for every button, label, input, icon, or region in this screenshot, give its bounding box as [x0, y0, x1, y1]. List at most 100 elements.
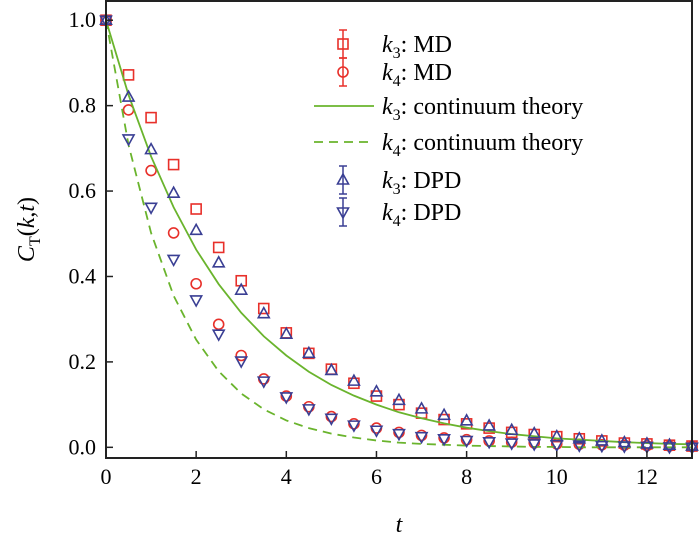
- data-point: [437, 433, 451, 447]
- data-point: [167, 227, 180, 239]
- x-tick-label: 4: [281, 464, 292, 489]
- x-axis-label: t: [396, 512, 404, 538]
- data-point: [121, 134, 136, 147]
- y-tick-label: 0.8: [69, 93, 97, 118]
- data-point: [617, 441, 632, 454]
- data-point: [505, 436, 518, 448]
- legend-entry: k3: continuum theory: [314, 94, 583, 124]
- data-point: [211, 329, 226, 342]
- data-point: [459, 413, 474, 426]
- data-point: [482, 436, 497, 450]
- data-point: [594, 440, 609, 454]
- data-point: [348, 418, 360, 430]
- data-point: [166, 185, 181, 198]
- legend-entry: k4: DPD: [336, 197, 461, 230]
- series-k4-dpd: [99, 15, 699, 455]
- legend-marker: [336, 172, 350, 185]
- data-point: [392, 428, 406, 442]
- data-point: [235, 349, 248, 362]
- x-tick-label: 2: [191, 464, 202, 489]
- data-point: [549, 439, 564, 453]
- legend-entry: k3: MD: [337, 29, 452, 62]
- legend-entry: k4: continuum theory: [314, 130, 583, 160]
- data-point: [393, 426, 405, 439]
- data-point: [414, 401, 429, 414]
- legend-entry: k4: MD: [337, 57, 452, 90]
- legend-marker: [337, 66, 349, 78]
- data-point: [190, 203, 202, 215]
- x-tick-label: 8: [461, 464, 472, 489]
- data-point: [212, 241, 225, 254]
- data-point: [460, 433, 473, 446]
- data-point: [144, 141, 158, 155]
- plot-frame: [105, 0, 693, 459]
- data-point: [303, 400, 315, 413]
- data-point: [348, 377, 360, 390]
- x-tick-label: 0: [101, 464, 112, 489]
- data-point: [145, 164, 157, 177]
- y-axis-label: CT(k,t): [14, 197, 44, 262]
- data-point: [166, 254, 181, 268]
- data-point: [505, 426, 518, 439]
- data-point: [256, 305, 271, 319]
- legend-label: k3: continuum theory: [382, 94, 583, 124]
- data-point: [190, 277, 202, 290]
- data-point: [324, 362, 339, 376]
- y-tick-label: 0.4: [69, 263, 97, 288]
- theory-curve: [105, 20, 692, 449]
- theory-curve: [105, 19, 693, 446]
- legend-label: k3: DPD: [382, 168, 461, 198]
- data-point: [234, 356, 249, 369]
- data-point: [257, 302, 270, 315]
- data-point: [369, 384, 384, 397]
- x-tick-label: 12: [636, 464, 658, 489]
- legend-marker: [337, 38, 349, 50]
- data-point: [504, 438, 519, 451]
- data-point: [279, 392, 294, 405]
- x-tick-label: 10: [546, 464, 568, 489]
- y-tick-label: 0.0: [69, 434, 97, 459]
- data-point: [257, 373, 270, 385]
- legend-entry: k3: DPD: [336, 165, 461, 198]
- data-point: [640, 441, 654, 455]
- legend-label: k4: MD: [382, 60, 452, 90]
- data-point: [504, 422, 519, 436]
- data-point: [482, 418, 497, 431]
- data-point: [347, 420, 361, 433]
- y-tick-label: 0.2: [69, 349, 97, 374]
- data-point: [572, 440, 587, 453]
- data-point: [279, 326, 294, 339]
- data-point: [189, 295, 204, 308]
- x-tick-label: 6: [371, 464, 382, 489]
- data-point: [301, 404, 316, 417]
- data-point: [347, 373, 361, 386]
- data-point: [414, 431, 429, 445]
- data-point: [212, 318, 225, 331]
- data-point: [256, 376, 271, 389]
- data-point: [663, 440, 676, 452]
- data-point: [572, 431, 587, 444]
- data-point: [594, 433, 609, 446]
- data-point: [437, 407, 451, 421]
- data-point: [527, 425, 542, 439]
- legend-label: k4: DPD: [382, 200, 461, 230]
- data-point: [662, 442, 677, 455]
- data-point: [527, 439, 542, 452]
- data-point: [145, 111, 157, 124]
- data-point: [211, 255, 226, 268]
- legend-marker: [336, 207, 350, 220]
- data-point: [415, 429, 428, 442]
- y-tick-label: 1.0: [69, 7, 97, 32]
- data-point: [392, 392, 406, 406]
- data-point: [280, 390, 293, 402]
- data-point: [144, 202, 158, 215]
- data-point: [459, 435, 474, 449]
- data-point: [324, 413, 339, 426]
- data-point: [438, 432, 450, 444]
- legend-label: k4: continuum theory: [382, 130, 583, 160]
- data-point: [370, 422, 383, 434]
- data-point: [122, 69, 135, 81]
- y-tick-label: 0.6: [69, 178, 97, 203]
